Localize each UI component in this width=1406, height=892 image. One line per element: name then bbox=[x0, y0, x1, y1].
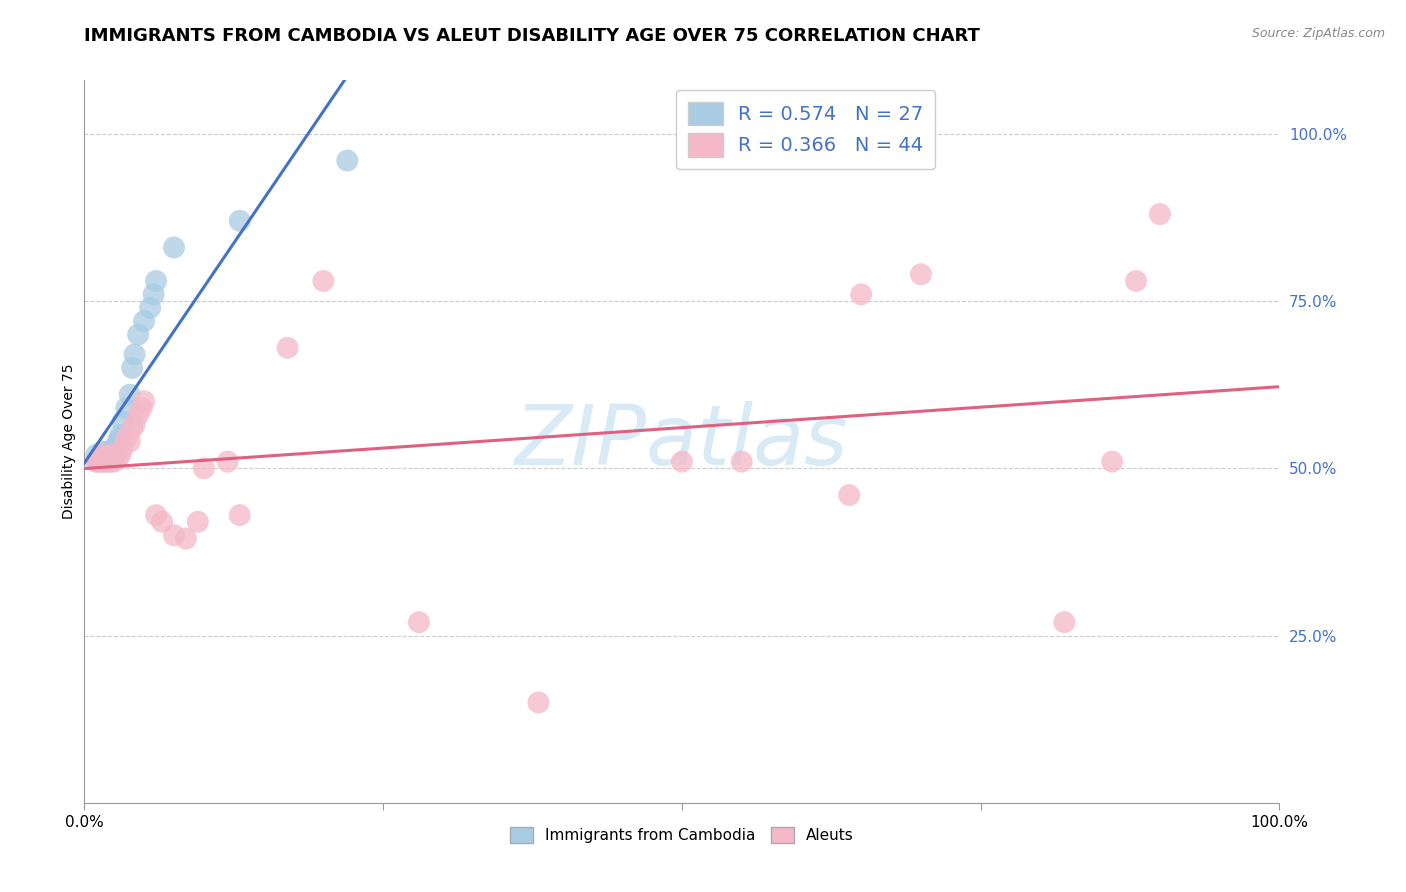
Point bbox=[97, 451, 120, 466]
Point bbox=[91, 455, 114, 469]
Point bbox=[187, 515, 209, 529]
Point bbox=[94, 455, 117, 469]
Point bbox=[145, 508, 167, 523]
Point bbox=[110, 427, 132, 442]
Point bbox=[103, 448, 125, 462]
Point bbox=[142, 287, 165, 301]
Point bbox=[163, 528, 186, 542]
Y-axis label: Disability Age Over 75: Disability Age Over 75 bbox=[62, 364, 76, 519]
Point bbox=[277, 341, 299, 355]
Point bbox=[100, 448, 122, 462]
Point bbox=[527, 696, 550, 710]
Point bbox=[671, 455, 693, 469]
Point bbox=[97, 455, 120, 469]
Point bbox=[174, 532, 197, 546]
Point bbox=[336, 153, 359, 168]
Text: Source: ZipAtlas.com: Source: ZipAtlas.com bbox=[1251, 27, 1385, 40]
Point bbox=[110, 448, 132, 462]
Point bbox=[103, 442, 125, 455]
Point bbox=[121, 421, 143, 435]
Point bbox=[1125, 274, 1147, 288]
Text: IMMIGRANTS FROM CAMBODIA VS ALEUT DISABILITY AGE OVER 75 CORRELATION CHART: IMMIGRANTS FROM CAMBODIA VS ALEUT DISABI… bbox=[84, 27, 980, 45]
Point bbox=[107, 451, 129, 466]
Point bbox=[86, 455, 108, 469]
Point bbox=[103, 455, 125, 469]
Point bbox=[103, 448, 125, 462]
Point bbox=[132, 314, 156, 328]
Point bbox=[312, 274, 335, 288]
Point bbox=[127, 408, 149, 422]
Point bbox=[1101, 455, 1123, 469]
Point bbox=[115, 431, 138, 445]
Point bbox=[124, 348, 146, 362]
Legend: Immigrants from Cambodia, Aleuts: Immigrants from Cambodia, Aleuts bbox=[503, 822, 860, 849]
Point bbox=[150, 515, 173, 529]
Point bbox=[229, 508, 252, 523]
Point bbox=[408, 615, 430, 630]
Point bbox=[139, 301, 162, 315]
Point bbox=[127, 327, 149, 342]
Point bbox=[115, 401, 138, 416]
Point bbox=[89, 455, 111, 469]
Point bbox=[86, 448, 108, 462]
Point bbox=[111, 414, 134, 429]
Point bbox=[97, 444, 120, 458]
Point bbox=[86, 455, 108, 469]
Point bbox=[193, 461, 215, 475]
Point bbox=[838, 488, 860, 502]
Point bbox=[1149, 207, 1171, 221]
Point bbox=[100, 448, 122, 462]
Point bbox=[731, 455, 754, 469]
Point bbox=[851, 287, 873, 301]
Point bbox=[107, 434, 129, 449]
Point bbox=[87, 451, 110, 466]
Point bbox=[118, 434, 141, 449]
Point bbox=[217, 455, 239, 469]
Point bbox=[121, 361, 143, 376]
Point bbox=[132, 394, 156, 409]
Point bbox=[91, 455, 114, 469]
Point bbox=[97, 455, 120, 469]
Point bbox=[124, 417, 146, 432]
Point bbox=[94, 451, 117, 466]
Text: ZIPatlas: ZIPatlas bbox=[515, 401, 849, 482]
Point bbox=[111, 442, 134, 455]
Point bbox=[118, 387, 141, 401]
Point bbox=[131, 401, 153, 416]
Point bbox=[91, 448, 114, 462]
Point bbox=[100, 455, 122, 469]
Point bbox=[145, 274, 167, 288]
Point bbox=[1053, 615, 1076, 630]
Point bbox=[110, 431, 132, 445]
Point bbox=[91, 444, 114, 458]
Point bbox=[910, 268, 932, 282]
Point bbox=[94, 451, 117, 466]
Point bbox=[163, 241, 186, 255]
Point bbox=[229, 214, 252, 228]
Point bbox=[100, 451, 122, 466]
